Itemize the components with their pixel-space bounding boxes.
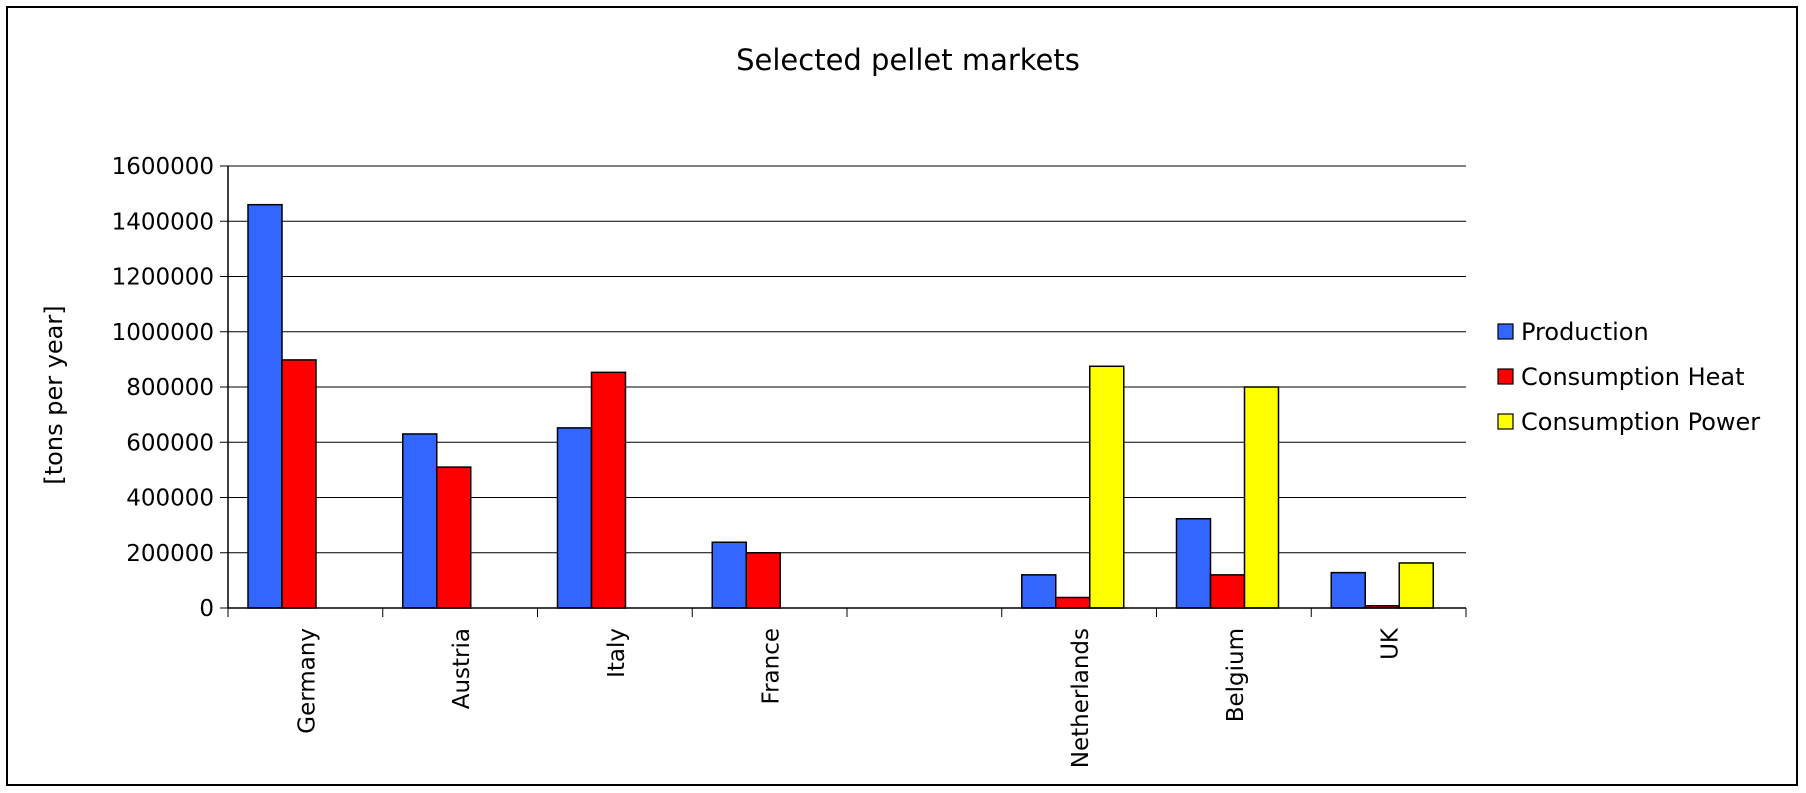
y-tick-label: 1000000	[112, 320, 214, 346]
y-tick-label: 200000	[126, 541, 214, 567]
bar-production	[556, 427, 593, 609]
bar-consumption-power	[1243, 386, 1280, 609]
legend-swatch	[1497, 368, 1514, 385]
x-tick-label: Austria	[449, 628, 475, 709]
bar-production	[402, 433, 438, 609]
x-tick-label: UK	[1378, 627, 1404, 660]
bar-consumption-heat	[1209, 574, 1246, 609]
x-tick-label: Belgium	[1223, 628, 1249, 722]
chart-frame: Selected pellet markets 0 200000 400000 600…	[6, 6, 1798, 786]
bar-production	[1330, 571, 1366, 609]
legend-label: Consumption Heat	[1521, 363, 1745, 391]
bar-production	[1021, 574, 1057, 609]
y-tick-label: 1600000	[112, 154, 214, 180]
y-tick-label: 1400000	[112, 209, 214, 235]
legend-swatch	[1497, 323, 1514, 340]
y-tick-label: 400000	[126, 486, 214, 512]
chart-title: Selected pellet markets	[736, 43, 1080, 77]
x-tick-label: Netherlands	[1068, 628, 1094, 768]
y-tick-label: 800000	[126, 375, 214, 401]
bar-consumption-power	[1398, 562, 1434, 609]
legend: Production Consumption Heat Consumption Po…	[1497, 318, 1760, 436]
x-tick-label: France	[759, 628, 785, 704]
y-tick-label: 0	[199, 596, 214, 622]
bar-production	[711, 541, 747, 609]
legend-label: Production	[1521, 318, 1649, 346]
x-tick-label: Germany	[294, 628, 320, 734]
x-tick-label: Italy	[604, 628, 630, 678]
axis-layer: 0 200000 400000 600000 800000 1000000 1200000 1…	[112, 154, 1467, 768]
bar-production	[1175, 518, 1212, 609]
bar-production	[247, 203, 283, 609]
bars-layer	[247, 203, 1434, 609]
y-tick-label: 1200000	[112, 265, 214, 291]
bar-consumption-heat	[590, 371, 627, 609]
bar-consumption-heat	[436, 466, 472, 609]
bar-consumption-heat	[281, 359, 317, 609]
bar-consumption-heat	[1055, 596, 1091, 609]
bar-consumption-power	[1089, 365, 1125, 609]
bar-consumption-heat	[745, 552, 781, 609]
legend-swatch	[1497, 413, 1514, 430]
legend-label: Consumption Power	[1521, 408, 1760, 436]
chart-svg: Selected pellet markets 0 200000 400000 600…	[40, 43, 1760, 768]
y-tick-label: 600000	[126, 430, 214, 456]
y-axis-title: [tons per year]	[40, 305, 68, 484]
